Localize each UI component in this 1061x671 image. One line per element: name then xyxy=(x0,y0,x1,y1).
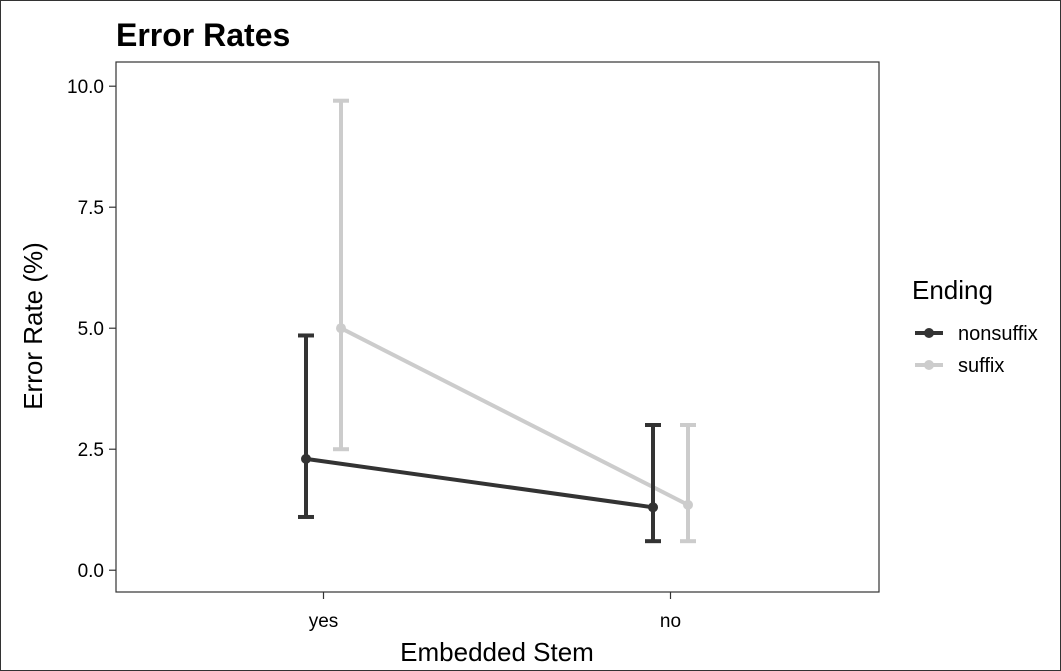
y-tick-label: 7.5 xyxy=(78,198,104,219)
data-point-nonsuffix xyxy=(648,502,658,513)
legend-label-nonsuffix: nonsuffix xyxy=(958,323,1038,345)
series-group xyxy=(298,98,696,544)
y-axis-title: Error Rate (%) xyxy=(18,242,48,410)
y-tick-label: 0.0 xyxy=(78,561,104,582)
legend: Ending nonsuffix suffix xyxy=(912,275,1038,377)
legend-key-point-nonsuffix xyxy=(924,328,934,338)
y-tick-label: 5.0 xyxy=(78,319,104,340)
legend-items: nonsuffix suffix xyxy=(915,323,1038,377)
legend-label-suffix: suffix xyxy=(958,355,1004,377)
y-tick-label: 2.5 xyxy=(78,440,104,461)
x-tick-label: yes xyxy=(309,611,339,632)
data-point-suffix xyxy=(336,323,346,334)
legend-key-point-suffix xyxy=(924,360,934,370)
legend-title: Ending xyxy=(912,275,993,305)
data-point-nonsuffix xyxy=(301,453,311,464)
x-tick-label: no xyxy=(660,611,681,632)
plot-area: 0.0 2.5 5.0 7.5 10.0 yes no xyxy=(67,61,880,632)
series-line-nonsuffix xyxy=(305,456,654,510)
x-axis-title: Embedded Stem xyxy=(400,637,594,667)
data-point-suffix xyxy=(683,499,693,510)
plot-panel xyxy=(115,61,880,593)
y-tick-label: 10.0 xyxy=(67,77,104,98)
series-line-suffix xyxy=(340,326,689,507)
chart-title: Error Rates xyxy=(116,17,290,53)
